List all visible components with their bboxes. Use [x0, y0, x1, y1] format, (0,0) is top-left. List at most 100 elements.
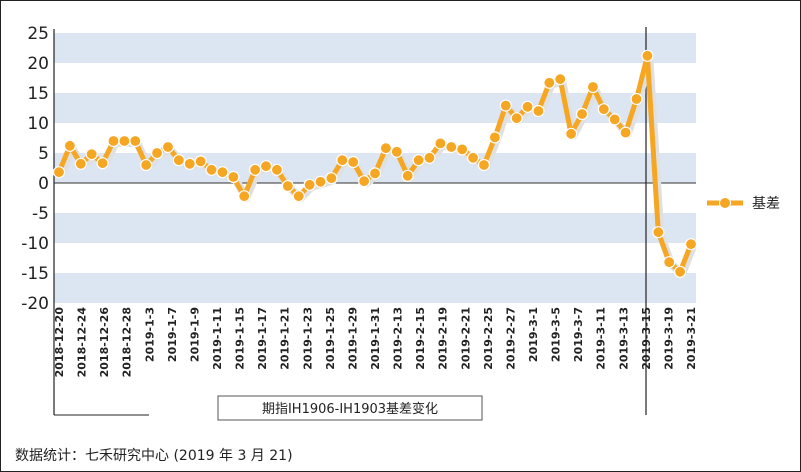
data-point [85, 148, 98, 161]
y-tick-label: 25 [27, 24, 49, 44]
x-tick-label: 2019-3-5 [550, 307, 563, 362]
y-tick-label: -20 [21, 294, 49, 314]
data-point [347, 155, 360, 169]
x-tick-label: 2019-2-27 [504, 307, 517, 370]
data-point [510, 112, 523, 125]
data-point [358, 175, 371, 188]
data-point [129, 134, 142, 148]
data-point [249, 163, 262, 176]
x-axis: 2018-12-20 2018-12-24 2018-12-26 2018-12-28… [53, 307, 698, 378]
data-point [270, 163, 284, 176]
y-tick-label: 20 [27, 54, 49, 74]
footer-note: 数据统计：七禾研究中心 (2019 年 3 月 21) [15, 448, 293, 464]
series-basis [52, 49, 698, 278]
data-point [674, 265, 687, 278]
data-point [74, 157, 87, 170]
y-tick-label: 10 [27, 114, 49, 134]
data-point [281, 179, 294, 193]
data-point [314, 175, 327, 188]
grid-band [54, 33, 696, 63]
data-point [466, 151, 480, 164]
data-point [565, 127, 578, 140]
data-point [336, 154, 349, 167]
data-point [412, 154, 425, 167]
data-point [118, 134, 131, 148]
data-point [52, 166, 66, 179]
x-tick-label: 2018-12-28 [121, 307, 134, 377]
data-point [150, 146, 164, 160]
x-tick-label: 2019-1-15 [234, 307, 247, 370]
data-point [641, 49, 654, 62]
x-tick-label: 2019-2-15 [414, 307, 427, 370]
x-tick-label: 2019-1-25 [324, 307, 337, 370]
data-point [684, 238, 698, 251]
x-tick-label: 2019-1-21 [279, 307, 292, 370]
grid-band [54, 273, 696, 303]
legend-swatch-marker [719, 197, 731, 209]
y-tick-label: 0 [38, 174, 49, 194]
x-tick-label: 2019-1-11 [211, 307, 224, 370]
data-point [205, 163, 218, 176]
x-tick-label: 2018-12-20 [53, 307, 66, 378]
data-point [597, 103, 610, 116]
data-point [586, 80, 600, 94]
data-point [259, 160, 273, 173]
data-point [194, 155, 207, 168]
x-tick-label: 2019-3-21 [685, 307, 698, 370]
x-tick-label: 2019-2-25 [482, 307, 495, 370]
grid-band [54, 213, 696, 243]
y-tick-label: -10 [21, 234, 49, 254]
x-tick-label: 2019-3-7 [572, 307, 585, 362]
data-point [554, 73, 567, 86]
data-point [663, 256, 676, 269]
title-box [217, 395, 483, 421]
chart-title: 期指IH1906-IH1903基差变化 [262, 401, 438, 417]
x-tick-label: 2019-3-13 [617, 307, 630, 370]
x-tick-label: 2019-3-15 [640, 307, 653, 370]
data-point [477, 158, 491, 172]
data-point [140, 158, 153, 172]
data-point [368, 167, 382, 180]
x-tick-label: 2019-1-31 [369, 307, 382, 370]
legend: 基差 [707, 195, 780, 212]
data-point [619, 126, 632, 139]
data-point [532, 104, 545, 118]
data-point [96, 157, 109, 170]
y-tick-label: -5 [32, 204, 49, 224]
data-point [543, 76, 556, 89]
data-point [488, 131, 501, 144]
x-tick-label: 2019-1-7 [166, 307, 179, 362]
x-tick-label: 2019-3-1 [527, 307, 540, 362]
data-point [379, 142, 392, 155]
chart-title-box: 期指IH1906-IH1903基差变化 [217, 395, 483, 421]
x-tick-label: 2019-1-3 [143, 307, 156, 362]
x-tick-label: 2019-3-11 [595, 307, 608, 370]
x-tick-label: 2019-2-19 [437, 307, 450, 370]
data-point [161, 140, 175, 154]
data-point [107, 134, 120, 148]
data-point [227, 170, 240, 184]
data-point [292, 190, 305, 203]
x-tick-label: 2018-12-26 [98, 307, 111, 378]
data-point [652, 226, 665, 239]
data-point [521, 100, 534, 113]
data-point [608, 113, 621, 126]
data-point [183, 157, 196, 170]
y-tick-label: -15 [21, 264, 49, 284]
x-tick-label: 2019-1-29 [346, 307, 359, 370]
data-point [575, 107, 589, 121]
data-point [423, 151, 436, 164]
data-point [303, 178, 316, 191]
data-point [499, 99, 512, 112]
y-tick-label: 15 [27, 84, 49, 104]
y-tick-label: 5 [38, 144, 49, 164]
x-tick-label: 2018-12-24 [76, 307, 89, 378]
data-point [445, 140, 458, 154]
legend-label: 基差 [752, 195, 780, 212]
data-point [238, 190, 251, 203]
data-point [401, 169, 414, 182]
data-point [434, 137, 447, 150]
data-point [390, 145, 403, 158]
